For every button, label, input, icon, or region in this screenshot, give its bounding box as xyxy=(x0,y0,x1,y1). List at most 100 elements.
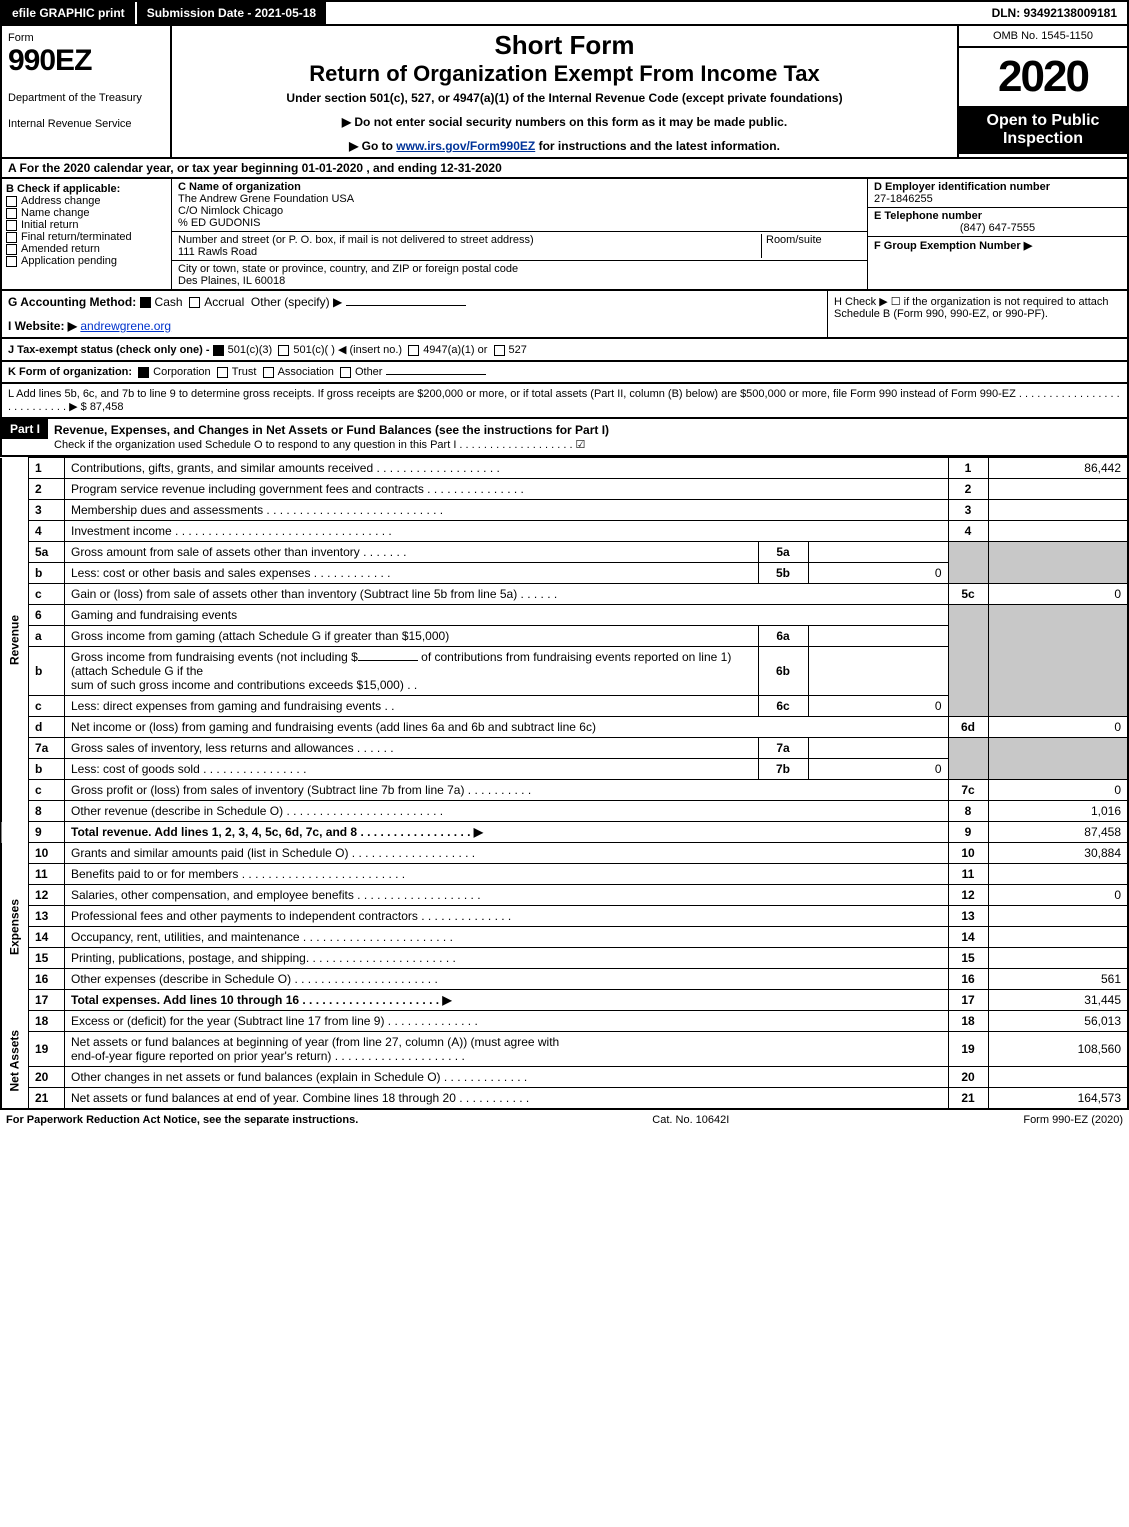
chk-accrual[interactable] xyxy=(189,297,200,308)
chk-initial[interactable] xyxy=(6,220,17,231)
ln-9: 9 xyxy=(29,822,65,843)
chk-501c3[interactable] xyxy=(213,345,224,356)
form-number: 990EZ xyxy=(8,44,164,78)
irs-link[interactable]: www.irs.gov/Form990EZ xyxy=(396,139,535,153)
box-16: 16 xyxy=(948,969,988,990)
chk-amended[interactable] xyxy=(6,244,17,255)
ln-10: 10 xyxy=(29,843,65,864)
chk-assoc[interactable] xyxy=(263,367,274,378)
v-7c: 0 xyxy=(988,780,1128,801)
org-pct: % ED GUDONIS xyxy=(178,217,261,229)
box-21: 21 xyxy=(948,1088,988,1110)
d-3: Membership dues and assessments . . . . … xyxy=(65,500,949,521)
ln-6: 6 xyxy=(29,605,65,626)
subtitle: Under section 501(c), 527, or 4947(a)(1)… xyxy=(182,91,947,105)
ln-18: 18 xyxy=(29,1011,65,1032)
street: 111 Rawls Road xyxy=(178,246,257,258)
other-input[interactable] xyxy=(346,305,466,306)
ln-6b: b xyxy=(29,647,65,696)
part1-sub: Check if the organization used Schedule … xyxy=(54,439,585,451)
chk-pending[interactable] xyxy=(6,256,17,267)
section-k: K Form of organization: Corporation Trus… xyxy=(0,362,1129,384)
ln-7b: b xyxy=(29,759,65,780)
box-7c: 7c xyxy=(948,780,988,801)
chk-address-label: Address change xyxy=(21,195,101,207)
chk-other-org[interactable] xyxy=(340,367,351,378)
d-16: Other expenses (describe in Schedule O) … xyxy=(65,969,949,990)
d-label: D Employer identification number xyxy=(874,181,1050,193)
ln-11: 11 xyxy=(29,864,65,885)
v-9: 87,458 xyxy=(988,822,1128,843)
v-4 xyxy=(988,521,1128,542)
ln-2: 2 xyxy=(29,479,65,500)
box-9: 9 xyxy=(948,822,988,843)
d-4: Investment income . . . . . . . . . . . … xyxy=(65,521,949,542)
d-18: Excess or (deficit) for the year (Subtra… xyxy=(65,1011,949,1032)
footer-mid: Cat. No. 10642I xyxy=(358,1114,1023,1126)
city: Des Plaines, IL 60018 xyxy=(178,275,285,287)
part1-header: Part I Revenue, Expenses, and Changes in… xyxy=(0,419,1129,457)
side-revenue: Revenue xyxy=(1,458,29,822)
ln-12: 12 xyxy=(29,885,65,906)
box-14: 14 xyxy=(948,927,988,948)
ln-3: 3 xyxy=(29,500,65,521)
j-527: 527 xyxy=(509,344,527,356)
ln-8: 8 xyxy=(29,801,65,822)
iv-6c: 0 xyxy=(808,696,948,717)
other-org-input[interactable] xyxy=(386,374,486,375)
v-11 xyxy=(988,864,1128,885)
d-2: Program service revenue including govern… xyxy=(65,479,949,500)
room-suite: Room/suite xyxy=(761,234,861,258)
d-11: Benefits paid to or for members . . . . … xyxy=(65,864,949,885)
top-bar: efile GRAPHIC print Submission Date - 20… xyxy=(0,0,1129,26)
d-6d: Net income or (loss) from gaming and fun… xyxy=(65,717,949,738)
box-17: 17 xyxy=(948,990,988,1011)
grey-6v xyxy=(988,605,1128,717)
website-link[interactable]: andrewgrene.org xyxy=(80,319,171,333)
ln-6a: a xyxy=(29,626,65,647)
grey-7 xyxy=(948,738,988,780)
efile-print-button[interactable]: efile GRAPHIC print xyxy=(2,2,137,24)
omb-number: OMB No. 1545-1150 xyxy=(959,26,1127,48)
chk-trust[interactable] xyxy=(217,367,228,378)
city-label: City or town, state or province, country… xyxy=(178,263,518,275)
chk-name-label: Name change xyxy=(21,207,90,219)
chk-527[interactable] xyxy=(494,345,505,356)
chk-corp[interactable] xyxy=(138,367,149,378)
ln-15: 15 xyxy=(29,948,65,969)
goto-note: ▶ Go to www.irs.gov/Form990EZ for instru… xyxy=(182,139,947,153)
d-6: Gaming and fundraising events xyxy=(65,605,949,626)
v-14 xyxy=(988,927,1128,948)
chk-address[interactable] xyxy=(6,196,17,207)
d-5b: Less: cost or other basis and sales expe… xyxy=(65,563,759,584)
e-label: E Telephone number xyxy=(874,210,982,222)
j-501c3: 501(c)(3) xyxy=(228,344,273,356)
k-corp: Corporation xyxy=(153,366,210,378)
chk-501c[interactable] xyxy=(278,345,289,356)
section-l: L Add lines 5b, 6c, and 7b to line 9 to … xyxy=(0,384,1129,419)
j-4947: 4947(a)(1) or xyxy=(423,344,487,356)
title-return: Return of Organization Exempt From Incom… xyxy=(182,61,947,87)
box-8: 8 xyxy=(948,801,988,822)
box-19: 19 xyxy=(948,1032,988,1067)
box-10: 10 xyxy=(948,843,988,864)
iv-7b: 0 xyxy=(808,759,948,780)
chk-name[interactable] xyxy=(6,208,17,219)
box-4: 4 xyxy=(948,521,988,542)
ln-20: 20 xyxy=(29,1067,65,1088)
ib-6c: 6c xyxy=(758,696,808,717)
d-6c: Less: direct expenses from gaming and fu… xyxy=(65,696,759,717)
b-label: B Check if applicable: xyxy=(6,183,167,195)
chk-final[interactable] xyxy=(6,232,17,243)
chk-cash[interactable] xyxy=(140,297,151,308)
chk-4947[interactable] xyxy=(408,345,419,356)
col-b: B Check if applicable: Address change Na… xyxy=(2,179,172,289)
j-501c: 501(c)( ) ◀ (insert no.) xyxy=(293,344,402,356)
ib-7a: 7a xyxy=(758,738,808,759)
h-text: H Check ▶ ☐ if the organization is not r… xyxy=(827,291,1127,337)
v-16: 561 xyxy=(988,969,1128,990)
footer-right: Form 990-EZ (2020) xyxy=(1023,1114,1123,1126)
v-19: 108,560 xyxy=(988,1032,1128,1067)
6b-input[interactable] xyxy=(358,660,418,661)
v-15 xyxy=(988,948,1128,969)
